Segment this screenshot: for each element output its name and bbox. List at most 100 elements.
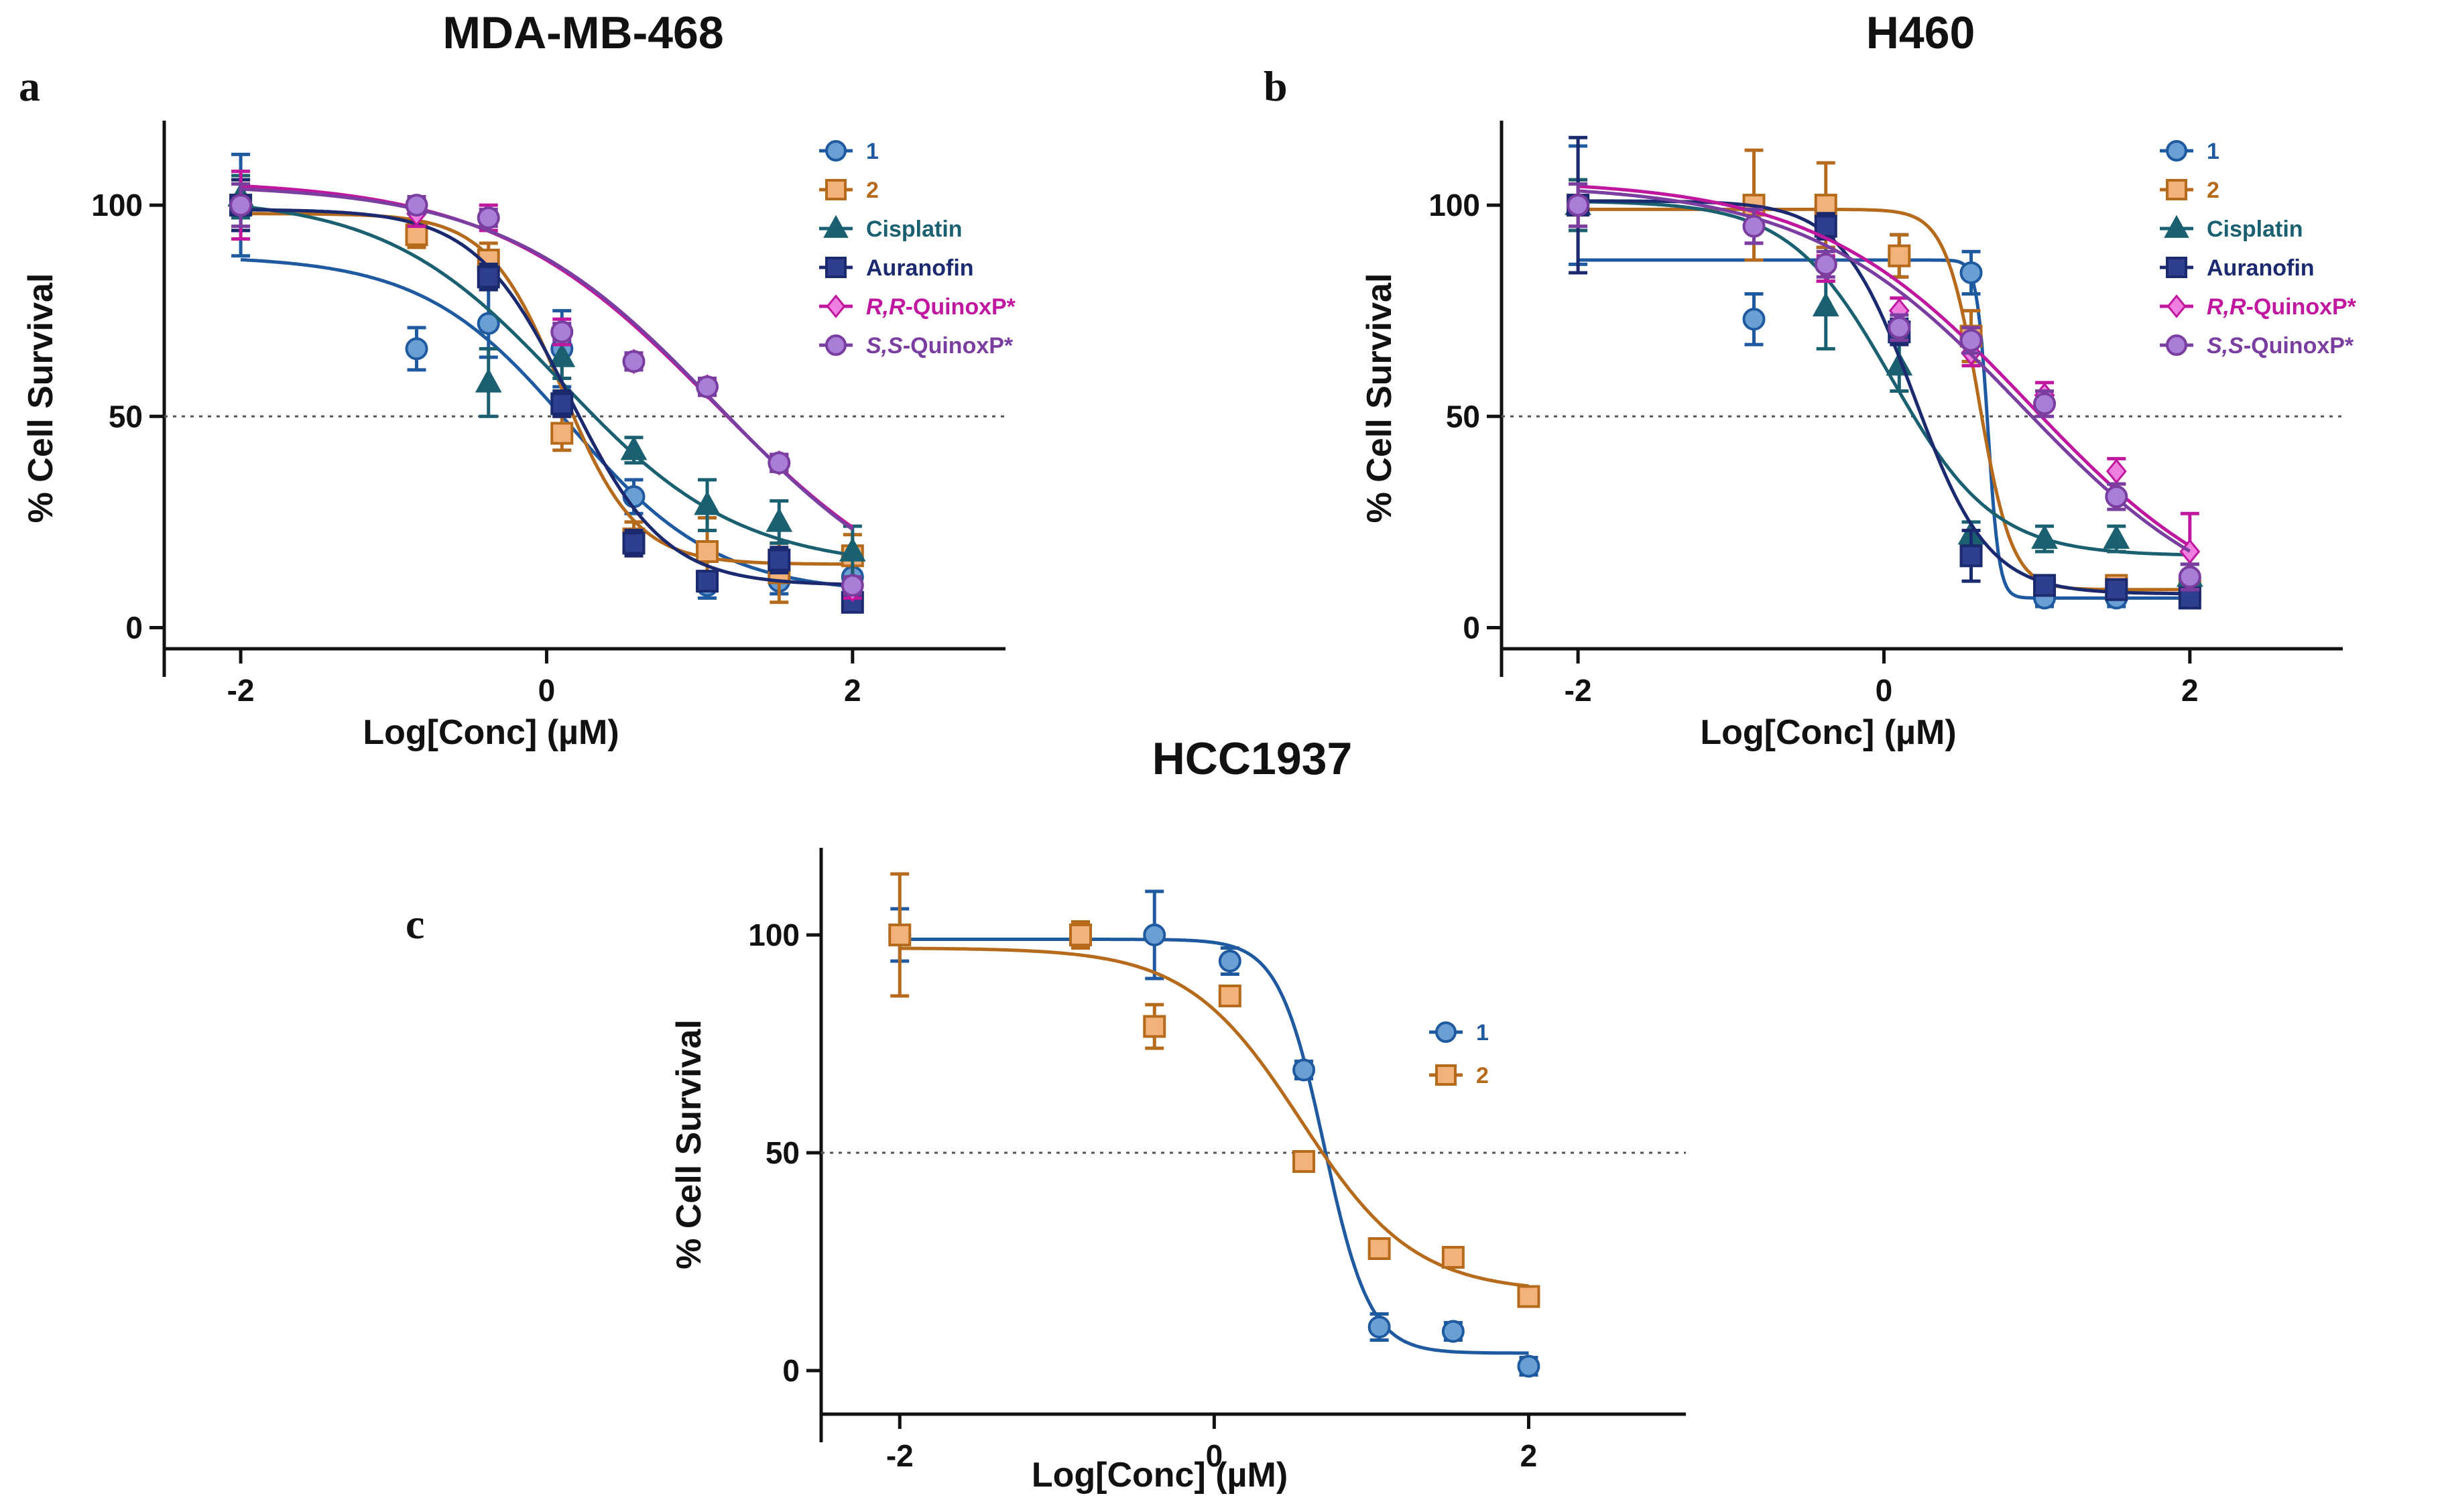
x-axis-label: Log[Conc] (µM) [1032, 1456, 1288, 1495]
fit-curve [900, 946, 1529, 1288]
legend-item: 2 [1429, 1063, 1489, 1088]
data-point [550, 320, 574, 344]
data-point [1567, 194, 1590, 217]
legend-label-italic: R,R [2207, 294, 2246, 320]
legend-marker [825, 179, 847, 200]
legend-marker [825, 140, 847, 162]
y-tick-label: 100 [748, 918, 800, 952]
data-point [2179, 539, 2201, 564]
legend-marker [825, 257, 847, 278]
data-point [405, 223, 428, 247]
data-point [1367, 1316, 1391, 1338]
y-tick-label: 100 [1428, 188, 1480, 223]
fit-curve [900, 938, 1529, 1355]
series-2 [229, 178, 864, 605]
legend: 12CisplatinAuranofinR,R-QuinoxP*S,S-Quin… [2160, 139, 2357, 359]
fit-curve [1578, 200, 2190, 557]
data-point [1888, 316, 1911, 339]
legend-item: Auranofin [2160, 255, 2315, 281]
fit-curve [240, 204, 853, 557]
legend-item: 1 [819, 139, 879, 164]
legend-label-italic: S,S [2207, 333, 2244, 359]
legend-item: 1 [2160, 139, 2219, 164]
legend-marker [825, 334, 847, 356]
legend-label-rest: -QuinoxP* [2246, 294, 2357, 320]
data-point [696, 540, 719, 564]
data-point [2033, 574, 2057, 597]
data-point [839, 537, 866, 562]
data-point [1441, 1246, 1465, 1269]
y-tick-label: 50 [766, 1135, 800, 1170]
data-point [1218, 950, 1241, 972]
x-tick-label: 0 [1206, 1438, 1223, 1473]
legend-marker [1435, 1064, 1457, 1086]
legend-marker [2166, 257, 2187, 278]
data-point [477, 206, 500, 229]
data-point [768, 451, 791, 475]
legend-label-italic: R,R [866, 294, 906, 320]
fit-curve [241, 187, 854, 531]
series-s-s-quinoxp- [229, 182, 864, 597]
fit-curve [1577, 189, 2191, 553]
x-tick-label: 2 [844, 673, 861, 708]
series-r-r-quinoxp- [1567, 182, 2201, 592]
data-point [2106, 458, 2127, 485]
fit-curve [241, 208, 853, 586]
legend-marker [2166, 334, 2187, 356]
legend-item: R,R-QuinoxP* [819, 294, 1016, 320]
legend-label-rest: -QuinoxP* [2244, 333, 2354, 359]
legend-label: 1 [866, 139, 879, 164]
series-auranofin [229, 178, 864, 614]
legend-item: Auranofin [819, 255, 974, 281]
data-point [1888, 244, 1911, 267]
data-point [405, 337, 428, 361]
legend-marker [823, 214, 849, 238]
data-point [550, 392, 574, 416]
legend-marker [2166, 140, 2187, 162]
data-point [477, 265, 500, 289]
legend-item: Cisplatin [2160, 214, 2303, 242]
data-point [477, 312, 500, 335]
series-2 [888, 872, 1540, 1308]
x-tick-label: 2 [1520, 1438, 1538, 1473]
data-point [2033, 392, 2057, 416]
legend-item: 2 [2160, 178, 2219, 203]
data-point [1742, 308, 1766, 331]
data-point [768, 548, 791, 572]
data-point [1814, 253, 1837, 276]
data-point [766, 507, 793, 532]
legend-label: R,R-QuinoxP* [2207, 294, 2357, 320]
fit-curve [1578, 258, 2190, 600]
y-tick-label: 0 [1463, 610, 1480, 645]
y-tick-label: 50 [109, 399, 143, 434]
data-point [1218, 985, 1241, 1007]
legend-label: Cisplatin [866, 216, 963, 242]
data-point [1742, 214, 1766, 238]
chart-title: HCC1937 [1152, 733, 1353, 784]
data-point [1441, 1320, 1465, 1343]
panel-letter: c [406, 900, 424, 948]
legend-label: S,S-QuinoxP* [866, 333, 1014, 359]
data-point [1959, 328, 1983, 352]
data-point [622, 531, 646, 555]
legend-label: 2 [2207, 178, 2219, 203]
legend-label: R,R-QuinoxP* [866, 294, 1016, 320]
data-point [548, 342, 576, 367]
legend-label: S,S-QuinoxP* [2207, 333, 2354, 359]
series-1 [1567, 144, 2201, 610]
data-point [1959, 261, 1983, 284]
y-tick-label: 50 [1446, 399, 1480, 434]
x-tick-label: 0 [1876, 673, 1893, 708]
panel-letter: a [19, 62, 40, 110]
legend-label: Auranofin [866, 255, 974, 281]
legend-marker [2166, 179, 2187, 200]
y-axis-label: % Cell Survival [21, 273, 60, 523]
data-point [841, 574, 864, 597]
y-axis-label: % Cell Survival [1360, 273, 1399, 523]
legend-label-rest: -QuinoxP* [906, 294, 1016, 320]
fit-curve [240, 258, 853, 588]
legend-label: Cisplatin [2207, 216, 2303, 242]
legend-label-rest: -QuinoxP* [903, 333, 1014, 359]
legend: 12CisplatinAuranofinR,R-QuinoxP*S,S-Quin… [819, 139, 1016, 359]
data-point [888, 924, 912, 946]
